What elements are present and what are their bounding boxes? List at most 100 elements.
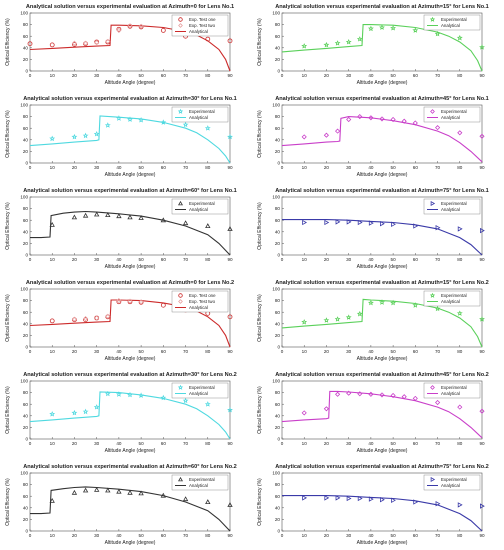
experimental-data-point [456,34,463,41]
x-axis-label: Altitude Angle (degree) [105,356,156,362]
experimental-data-point [138,215,144,220]
x-tick-label: 30 [346,441,352,446]
legend-marker-swatch [430,477,436,482]
y-tick-label: 80 [23,298,29,303]
x-tick-label: 30 [94,533,100,538]
y-tick-label: 0 [277,253,280,258]
y-tick-label: 100 [272,11,280,16]
experimental-data-point [82,212,89,218]
x-tick-label: 20 [72,257,78,262]
experimental-data-point [323,317,330,323]
x-tick-label: 20 [72,441,78,446]
legend-label: Experimental [441,293,467,298]
legend-box [423,106,481,123]
legend-label: Analytical [441,115,460,120]
x-tick-label: 20 [72,533,78,538]
experimental-data-point [390,392,396,399]
x-tick-label: 90 [479,349,485,354]
analytical-series-line [29,391,231,440]
chart-panel: Analytical solution versus experimental … [257,372,489,454]
chart-panel: Analytical solution versus experimental … [257,188,489,270]
experimental-data-point [160,492,166,498]
x-tick-label: 10 [50,533,56,538]
experimental-data-point [379,497,385,503]
legend-label: Experimental [189,477,215,482]
experimental-data-point [412,395,418,401]
x-tick-label: 80 [457,165,463,170]
x-tick-label: 30 [94,257,100,262]
y-tick-label: 80 [275,114,281,119]
experimental-data-point [479,503,485,509]
y-tick-label: 20 [23,425,29,430]
experimental-data-point [127,214,133,220]
y-axis-label: Optical Efficiency (%) [5,18,11,66]
x-tick-label: 0 [29,533,32,538]
chart-panel: Analytical solution versus experimental … [257,464,489,546]
x-tick-label: 50 [391,349,397,354]
experimental-data-point [160,27,166,33]
experimental-data-point [479,316,485,322]
x-tick-label: 20 [324,441,330,446]
x-tick-label: 80 [205,73,211,78]
legend-marker-swatch [430,109,435,114]
experimental-data-point [379,299,385,305]
legend-label: Analytical [441,207,460,212]
x-tick-label: 30 [94,349,100,354]
experimental-data-point [127,23,133,29]
experimental-data-point [182,496,189,502]
x-tick-label: 10 [302,257,308,262]
x-tick-label: 10 [302,73,308,78]
legend-label: Experimental [189,109,215,114]
chart-title: Analytical solution versus experimental … [23,188,237,194]
chart-panel: Analytical solution versus experimental … [5,464,237,546]
legend-label: Analytical [441,483,460,488]
x-tick-label: 0 [281,73,284,78]
y-axis-label: Optical Efficiency (%) [257,478,263,526]
experimental-data-point [94,39,100,45]
x-tick-label: 0 [281,349,284,354]
y-tick-label: 40 [23,137,29,142]
x-tick-label: 30 [346,73,352,78]
y-tick-label: 20 [23,57,29,62]
x-tick-label: 0 [29,165,32,170]
experimental-data-point [182,121,189,128]
x-axis-label: Altitude Angle (degree) [357,80,408,86]
experimental-data-point [71,214,78,220]
y-tick-label: 60 [23,126,29,131]
chart-panel: Analytical solution versus experimental … [5,280,234,362]
x-tick-label: 80 [457,73,463,78]
experimental-data-point [323,41,330,48]
x-tick-label: 30 [346,349,352,354]
x-tick-label: 10 [302,349,308,354]
x-tick-label: 60 [413,349,419,354]
x-axis-label: Altitude Angle (degree) [357,172,408,178]
y-tick-label: 80 [275,206,281,211]
x-tick-label: 80 [457,349,463,354]
experimental-data-point [49,318,55,324]
legend-label: Experimental [441,109,467,114]
x-tick-label: 60 [161,349,167,354]
experimental-data-point [71,316,77,322]
y-tick-label: 100 [272,471,280,476]
x-tick-label: 10 [302,165,308,170]
experimental-data-point [368,391,374,397]
x-tick-label: 20 [324,257,330,262]
y-tick-label: 60 [275,34,281,39]
x-tick-label: 30 [94,73,100,78]
legend-label: Experimental [441,477,467,482]
x-tick-label: 40 [116,73,122,78]
experimental-data-point [49,135,56,142]
x-tick-label: 90 [227,165,233,170]
x-tick-label: 0 [29,257,32,262]
y-tick-label: 20 [23,149,29,154]
chart-title: Analytical solution versus experimental … [23,464,237,470]
experimental-data-point [93,404,100,410]
experimental-data-point [434,305,441,312]
experimental-data-point [435,125,441,131]
experimental-data-point [82,132,89,139]
experimental-data-point [160,119,167,125]
y-tick-label: 0 [277,161,280,166]
